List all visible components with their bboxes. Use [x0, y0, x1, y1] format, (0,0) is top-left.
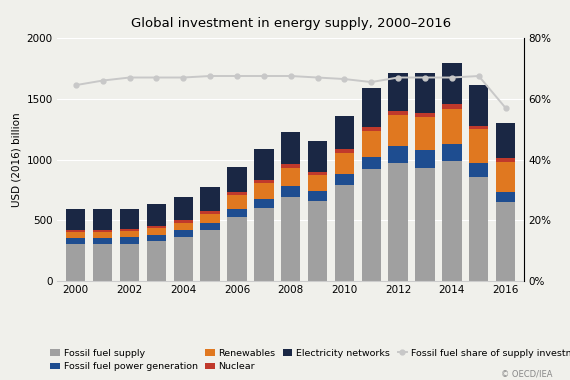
Bar	[442, 63, 462, 104]
Bar	[496, 202, 515, 281]
Bar	[174, 230, 193, 237]
Bar	[335, 149, 354, 153]
Bar	[389, 111, 408, 115]
Y-axis label: USD (2016) billion: USD (2016) billion	[11, 112, 21, 207]
Legend: Fossil fuel supply, Fossil fuel power generation, Renewables, Nuclear, Electrici: Fossil fuel supply, Fossil fuel power ge…	[50, 349, 570, 372]
Bar	[416, 150, 435, 168]
Bar	[174, 197, 193, 220]
Text: © OECD/IEA: © OECD/IEA	[502, 369, 553, 378]
Bar	[496, 122, 515, 158]
Bar	[361, 88, 381, 127]
Bar	[254, 208, 274, 281]
Bar	[146, 226, 166, 228]
Bar	[146, 235, 166, 241]
Bar	[361, 131, 381, 157]
Bar	[335, 116, 354, 149]
Bar	[308, 201, 327, 281]
Bar	[335, 153, 354, 174]
Bar	[66, 244, 86, 281]
Bar	[93, 230, 112, 232]
Bar	[416, 73, 435, 113]
Bar	[174, 223, 193, 230]
Bar	[442, 161, 462, 281]
Bar	[308, 172, 327, 176]
Bar	[146, 204, 166, 226]
Bar	[469, 125, 488, 129]
Bar	[308, 176, 327, 191]
Bar	[120, 244, 139, 281]
Bar	[227, 217, 247, 281]
Bar	[66, 230, 86, 232]
Bar	[281, 132, 300, 165]
Bar	[389, 163, 408, 281]
Bar	[146, 228, 166, 235]
Bar	[254, 199, 274, 208]
Bar	[361, 169, 381, 281]
Bar	[281, 197, 300, 281]
Bar	[93, 244, 112, 281]
Bar	[469, 86, 488, 125]
Bar	[66, 232, 86, 238]
Bar	[227, 195, 247, 209]
Bar	[254, 180, 274, 183]
Bar	[120, 231, 139, 238]
Bar	[227, 209, 247, 217]
Bar	[120, 229, 139, 231]
Bar	[389, 115, 408, 146]
Bar	[174, 237, 193, 281]
Bar	[308, 191, 327, 201]
Bar	[361, 157, 381, 169]
Bar	[361, 127, 381, 131]
Bar	[201, 223, 220, 230]
Bar	[254, 149, 274, 180]
Bar	[201, 214, 220, 223]
Bar	[254, 183, 274, 199]
Bar	[66, 209, 86, 230]
Bar	[281, 186, 300, 197]
Bar	[496, 158, 515, 162]
Bar	[389, 73, 408, 111]
Bar	[227, 167, 247, 192]
Bar	[469, 129, 488, 163]
Bar	[120, 238, 139, 244]
Bar	[335, 174, 354, 185]
Bar	[389, 146, 408, 163]
Bar	[174, 220, 193, 223]
Bar	[93, 238, 112, 244]
Bar	[469, 177, 488, 281]
Bar	[201, 187, 220, 211]
Bar	[281, 165, 300, 168]
Title: Global investment in energy supply, 2000–2016: Global investment in energy supply, 2000…	[131, 17, 451, 30]
Bar	[93, 209, 112, 230]
Bar	[442, 104, 462, 109]
Bar	[146, 241, 166, 281]
Bar	[227, 192, 247, 195]
Bar	[416, 117, 435, 150]
Bar	[335, 185, 354, 281]
Bar	[496, 192, 515, 202]
Bar	[469, 163, 488, 177]
Bar	[442, 109, 462, 144]
Bar	[308, 141, 327, 172]
Bar	[93, 232, 112, 238]
Bar	[496, 162, 515, 192]
Bar	[416, 113, 435, 117]
Bar	[120, 209, 139, 229]
Bar	[201, 230, 220, 281]
Bar	[201, 211, 220, 214]
Bar	[66, 238, 86, 244]
Bar	[281, 168, 300, 186]
Bar	[442, 144, 462, 161]
Bar	[416, 168, 435, 281]
